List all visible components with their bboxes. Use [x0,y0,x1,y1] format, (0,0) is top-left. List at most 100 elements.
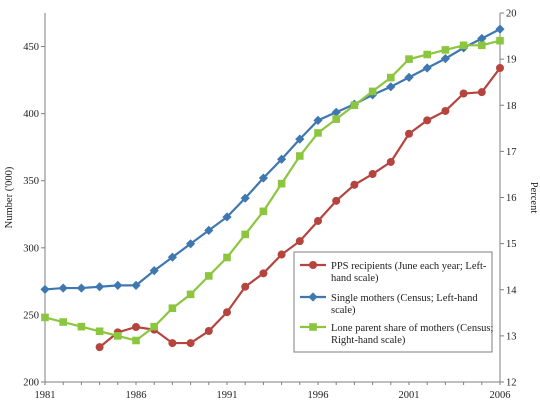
data-point-square [441,46,450,54]
data-point-circle [314,216,322,225]
data-point-circle [477,88,486,97]
data-point-square [314,129,322,137]
legend: PPS recipients (June each year; Left-han… [293,251,493,353]
data-point-circle [186,339,195,348]
data-point-circle [132,322,140,331]
data-point-square [496,36,504,45]
right-tick-label: 16 [506,193,517,204]
legend-label-line: hand scale) [331,273,379,284]
data-point-diamond [308,292,318,302]
data-point-diamond [167,252,177,262]
data-point-square [95,327,104,336]
data-point-circle [223,308,231,317]
x-tick-label: 1996 [308,390,329,401]
data-point-square [350,101,359,110]
data-point-diamond [331,107,341,117]
data-point-square [41,313,49,322]
data-point-circle [405,129,413,138]
data-point-square [186,290,195,299]
data-point-square [223,253,231,262]
data-point-diamond [258,173,268,183]
data-point-square [168,304,177,312]
data-point-square [296,152,304,160]
right-tick-label: 15 [506,239,517,250]
series-group [40,24,505,352]
data-point-square [77,322,86,331]
data-point-diamond [295,134,305,144]
x-tick-label: 2001 [399,390,420,401]
series-3 [41,36,504,345]
left-axis-label: Number ('000) [4,166,15,228]
data-point-diamond [313,115,323,125]
data-point-circle [95,343,104,352]
data-point-square [309,323,317,331]
data-point-circle [241,282,250,291]
legend-label-line: PPS recipients (June each year; Left- [331,261,487,272]
data-point-circle [168,339,177,348]
data-point-square [205,272,213,280]
right-tick-label: 18 [506,101,517,112]
data-point-circle [204,327,213,336]
data-point-diamond [40,284,50,295]
data-point-circle [459,89,468,98]
legend-label: PPS recipients (June each year; Left-han… [331,261,487,284]
data-point-diamond [76,283,86,293]
right-tick-label: 12 [506,378,517,389]
right-axis-label: Percent [528,182,539,214]
data-point-circle [496,64,504,73]
data-point-diamond [58,283,68,293]
legend-label-line: Right-hand scale) [331,335,406,346]
data-point-circle [423,116,432,125]
data-point-square [459,41,468,50]
data-point-square [241,230,249,239]
data-point-square [132,336,140,345]
legend-label: Lone parent share of mothers (Census; Rig… [331,323,493,346]
axes: 200 250 300 350 400 450 12 13 14 15 16 17 18 19 20 1981… [4,9,539,402]
data-point-diamond [149,266,159,276]
legend-label-line: Single mothers (Census; Left-hand [331,293,478,304]
data-point-square [332,115,340,123]
legend-label-line: scale) [331,305,356,316]
right-tick-label: 19 [506,55,517,66]
data-point-square [478,41,486,50]
data-point-diamond [131,280,141,290]
legend-label-line: Lone parent share of mothers (Census; [331,323,493,334]
data-point-diamond [440,54,450,64]
series-2 [40,24,505,295]
data-point-diamond [95,282,105,292]
left-tick-label: 400 [23,109,39,120]
data-point-diamond [186,239,196,249]
data-point-square [59,318,67,326]
right-tick-label: 20 [506,9,517,20]
right-tick-label: 14 [506,285,517,296]
legend-box [293,251,493,353]
data-point-circle [309,261,317,269]
data-point-diamond [404,72,414,83]
right-tick-label: 13 [506,331,517,342]
data-point-circle [295,237,304,246]
data-point-square [405,55,413,63]
left-tick-label: 250 [23,310,39,321]
series-1 [95,64,504,352]
data-point-square [277,179,286,188]
data-point-square [368,87,377,96]
left-tick-label: 350 [23,176,39,187]
data-point-diamond [422,63,432,73]
series-line [44,28,501,291]
data-point-diamond [277,154,287,164]
x-tick-label: 2006 [490,390,511,401]
data-point-square [150,322,158,331]
x-tick-label: 1986 [126,390,147,401]
left-tick-label: 300 [23,243,39,254]
data-point-square [387,73,395,82]
data-point-diamond [204,225,214,235]
data-point-circle [368,170,377,179]
left-tick-label: 200 [23,378,39,389]
left-tick-label: 450 [23,42,39,53]
data-point-square [114,332,122,340]
data-point-circle [259,269,268,278]
data-point-circle [332,196,341,205]
data-point-diamond [477,33,487,44]
data-point-square [423,50,431,59]
right-tick-label: 17 [506,147,517,158]
